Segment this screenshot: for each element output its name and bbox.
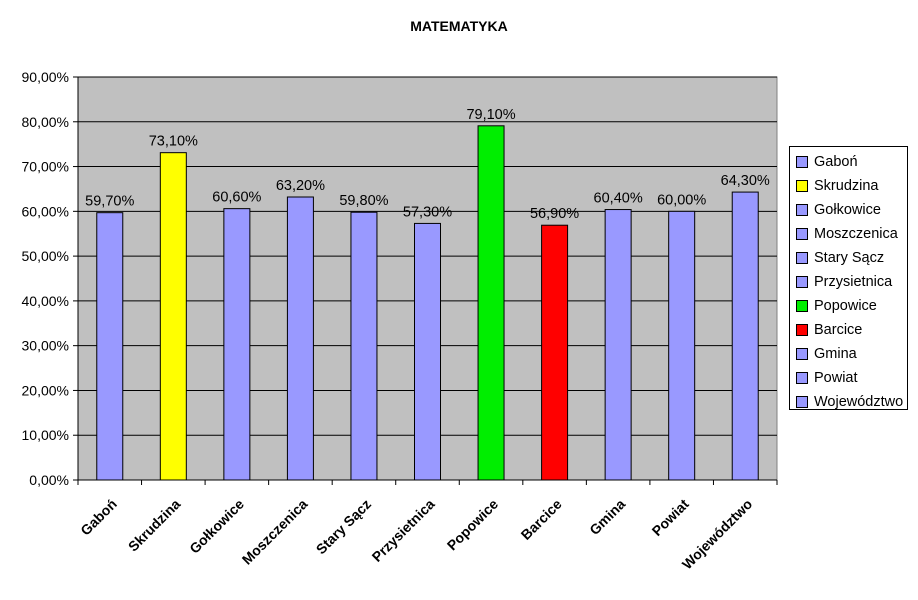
data-label: 59,80% xyxy=(339,193,388,209)
data-label: 60,60% xyxy=(212,190,261,206)
bar-2 xyxy=(159,152,187,481)
legend-swatch xyxy=(796,348,808,360)
legend-swatch xyxy=(796,204,808,216)
data-label: 79,10% xyxy=(466,107,515,123)
x-tick-label: Popowice xyxy=(444,496,502,554)
y-tick-label: 30,00% xyxy=(22,338,69,354)
legend-swatch xyxy=(796,276,808,288)
legend-item: Gaboń xyxy=(790,150,907,174)
x-tick-label: Barcice xyxy=(518,496,565,543)
legend-item: Stary Sącz xyxy=(790,246,907,270)
x-tick-label: Moszczenica xyxy=(239,496,311,568)
data-label: 64,30% xyxy=(721,173,770,189)
data-label: 60,00% xyxy=(657,192,706,208)
bar-6 xyxy=(414,222,441,481)
data-label: 59,70% xyxy=(85,194,134,210)
legend-label: Moszczenica xyxy=(814,226,898,242)
legend-swatch xyxy=(796,252,808,264)
bar-8 xyxy=(541,224,569,481)
legend-item: Skrudzina xyxy=(790,174,907,198)
bar-3 xyxy=(223,208,251,481)
data-label: 57,30% xyxy=(403,204,452,220)
y-tick-label: 90,00% xyxy=(22,69,69,85)
legend-label: Gołkowice xyxy=(814,202,881,218)
data-label: 73,10% xyxy=(149,134,198,150)
data-label: 63,20% xyxy=(276,178,325,194)
y-tick-label: 50,00% xyxy=(22,248,69,264)
legend-label: Skrudzina xyxy=(814,178,879,194)
y-tick-label: 20,00% xyxy=(22,382,69,398)
x-tick-label: Gaboń xyxy=(77,496,120,539)
bar-9 xyxy=(604,209,632,481)
y-tick-label: 70,00% xyxy=(22,159,69,175)
legend-swatch xyxy=(796,372,808,384)
bar-4 xyxy=(286,196,314,481)
legend-item: Województwo xyxy=(790,390,907,414)
bar-7 xyxy=(477,125,505,481)
legend-swatch xyxy=(796,228,808,240)
legend-swatch xyxy=(796,300,808,312)
legend-swatch xyxy=(796,180,808,192)
y-tick-label: 10,00% xyxy=(22,427,69,443)
bar-10 xyxy=(668,210,696,481)
legend-label: Gaboń xyxy=(814,154,858,170)
y-tick-label: 80,00% xyxy=(22,114,69,130)
legend-item: Gmina xyxy=(790,342,907,366)
x-tick-label: Gmina xyxy=(586,496,628,538)
y-tick-label: 40,00% xyxy=(22,293,69,309)
legend-label: Popowice xyxy=(814,298,877,314)
chart-title: MATEMATYKA xyxy=(410,18,508,34)
x-tick-label: Skrudzina xyxy=(125,496,184,555)
y-tick-label: 0,00% xyxy=(29,472,69,488)
legend-swatch xyxy=(796,156,808,168)
x-tick-label: Gołkowice xyxy=(186,496,247,557)
bar-1 xyxy=(96,212,124,481)
legend-swatch xyxy=(796,396,808,408)
legend-label: Powiat xyxy=(814,370,858,386)
legend-swatch xyxy=(796,324,808,336)
x-tick-label: Powiat xyxy=(649,496,692,539)
legend-item: Moszczenica xyxy=(790,222,907,246)
legend-label: Barcice xyxy=(814,322,863,338)
x-tick-label: Stary Sącz xyxy=(313,496,374,557)
legend-item: Popowice xyxy=(790,294,907,318)
data-label: 56,90% xyxy=(530,206,579,222)
legend-label: Przysietnica xyxy=(814,274,893,290)
x-tick-label: Przysietnica xyxy=(369,496,438,565)
legend-item: Gołkowice xyxy=(790,198,907,222)
legend: Gaboń Skrudzina Gołkowice Moszczenica Stary … xyxy=(789,146,908,410)
legend-label: Stary Sącz xyxy=(814,250,885,266)
legend-item: Barcice xyxy=(790,318,907,342)
bar-5 xyxy=(350,211,378,481)
legend-item: Powiat xyxy=(790,366,907,390)
data-label: 60,40% xyxy=(594,191,643,207)
legend-label: Województwo xyxy=(814,394,904,410)
legend-label: Gmina xyxy=(814,346,857,362)
y-tick-label: 60,00% xyxy=(22,203,69,219)
bar-11 xyxy=(731,191,759,481)
legend-item: Przysietnica xyxy=(790,270,907,294)
